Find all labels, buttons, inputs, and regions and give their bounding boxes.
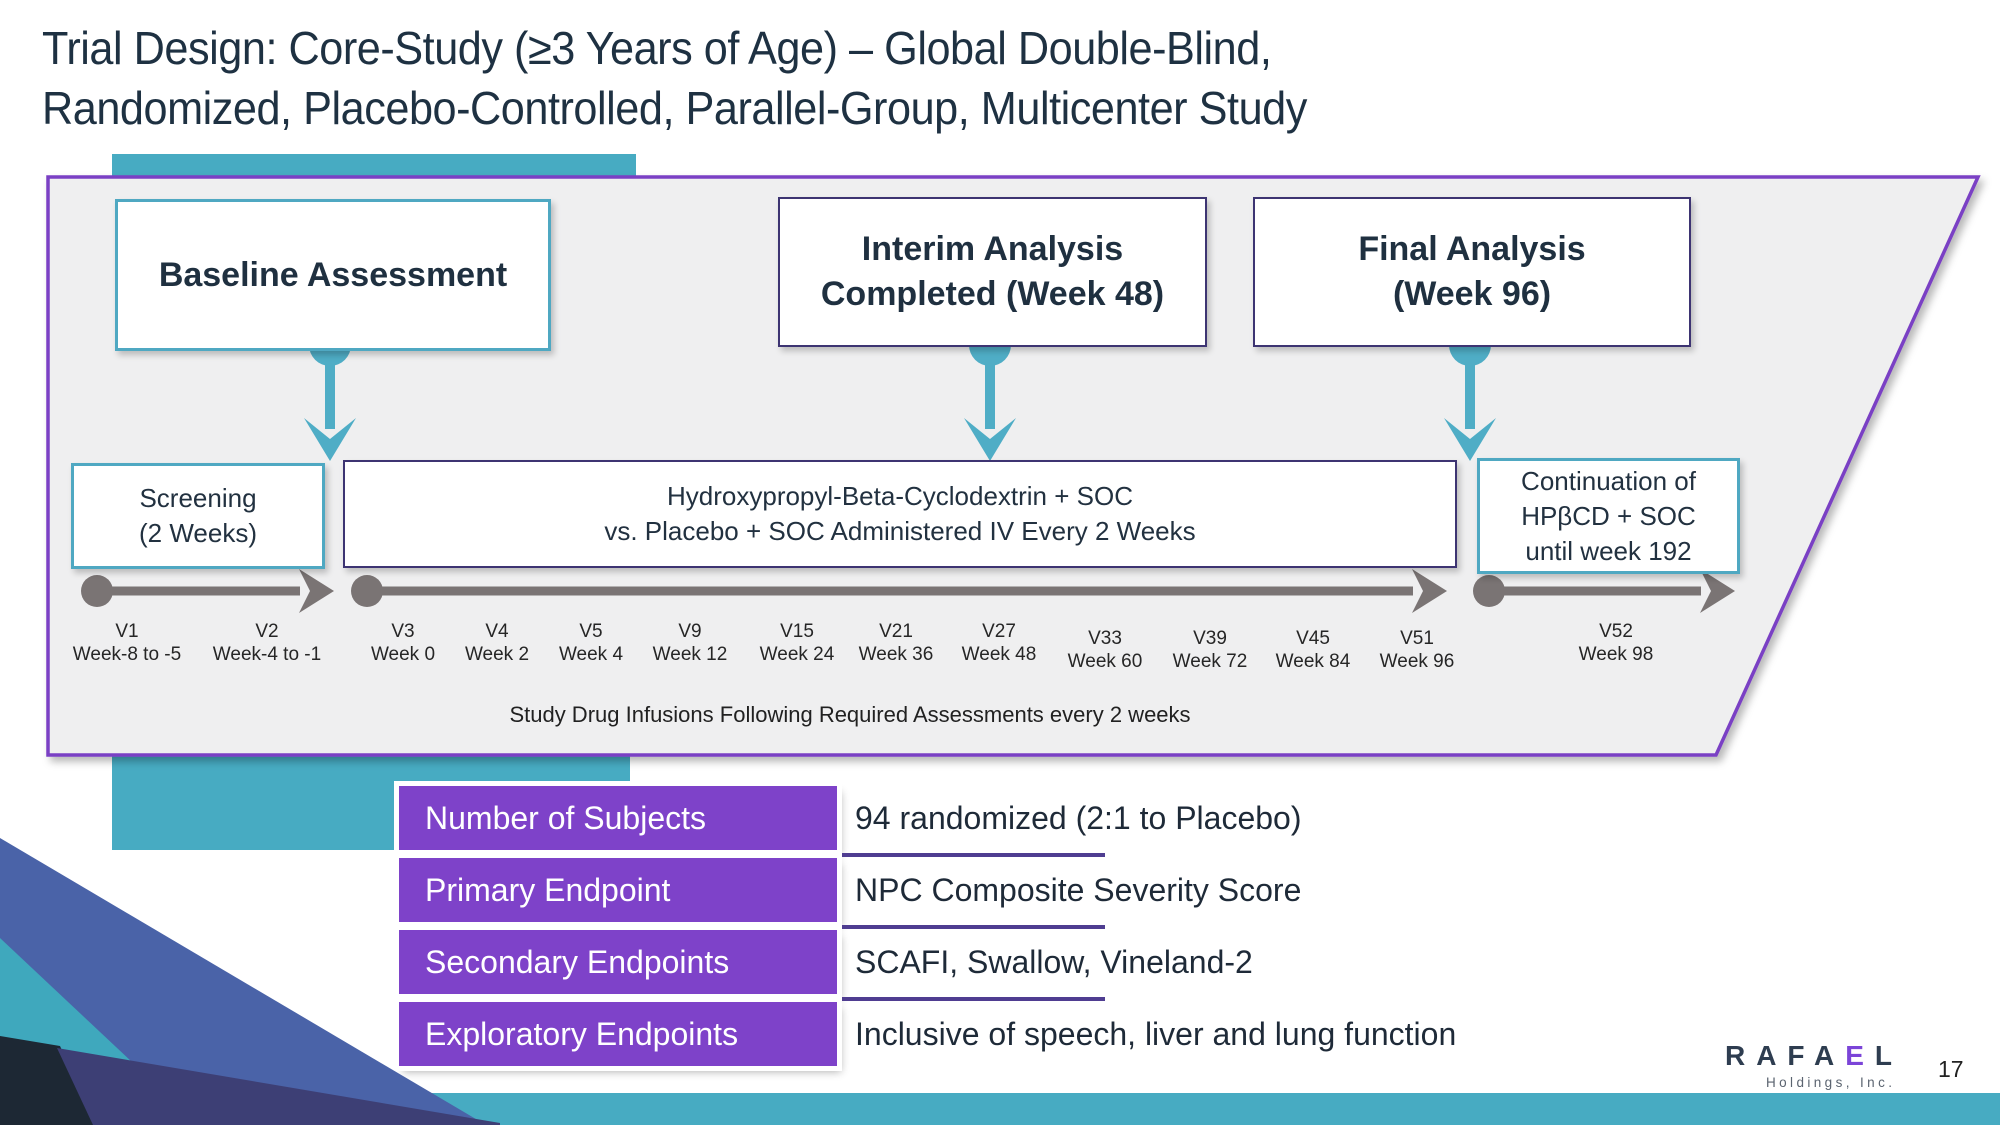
baseline-assessment-box: Baseline Assessment: [115, 199, 551, 351]
visit-label: V51 Week 96: [1337, 627, 1497, 673]
continuation-line3: until week 192: [1525, 535, 1692, 566]
visit-label: V52 Week 98: [1536, 620, 1696, 666]
visit-label: V1 Week-8 to -5: [47, 620, 207, 666]
visit-week: Week-4 to -1: [212, 644, 322, 665]
visit-number: V51: [1400, 628, 1434, 649]
visit-label: V45 Week 84: [1233, 627, 1393, 673]
screening-timeline-arrow: [81, 569, 334, 613]
continuation-line2: HPβCD + SOC: [1521, 500, 1696, 531]
page-number: 17: [1938, 1056, 1964, 1082]
visit-week: Week 84: [1275, 651, 1351, 672]
rafael-wordmark-suffix: L: [1874, 1040, 1903, 1071]
continuation-box: Continuation of HPβCD + SOC until week 1…: [1477, 458, 1740, 574]
rafael-wordmark-prefix: RAFA: [1724, 1040, 1846, 1071]
visit-week: Week 12: [652, 644, 728, 665]
treatment-timeline-arrow: [351, 569, 1447, 613]
table-row: Number of Subjects 94 randomized (2:1 to…: [399, 786, 1699, 857]
visit-label: V9 Week 12: [610, 620, 770, 666]
continuation-timeline-arrow: [1473, 569, 1735, 613]
visit-week: Week 98: [1578, 644, 1654, 665]
visit-label: V15 Week 24: [717, 620, 877, 666]
visit-label: V33 Week 60: [1025, 627, 1185, 673]
visit-number: V2: [255, 621, 279, 642]
table-row-label: Primary Endpoint: [399, 858, 837, 922]
table-row-underline: [837, 925, 1105, 929]
visit-week: Week 36: [858, 644, 934, 665]
visit-number: V45: [1296, 628, 1330, 649]
visit-number: V39: [1193, 628, 1227, 649]
visit-week: Week 24: [759, 644, 835, 665]
table-row-underline: [837, 853, 1105, 857]
table-row-value: SCAFI, Swallow, Vineland-2: [855, 944, 1253, 980]
table-row-value: NPC Composite Severity Score: [855, 872, 1302, 908]
visit-week: Week 60: [1067, 651, 1143, 672]
rafael-holdings-subtitle: Holdings, Inc.: [1765, 1075, 1896, 1090]
visit-week: Week 2: [464, 644, 530, 665]
visit-week: Week 48: [961, 644, 1037, 665]
slide-title-line2: Randomized, Placebo-Controlled, Parallel…: [42, 82, 1307, 134]
visit-number: V5: [579, 621, 603, 642]
treatment-line1: Hydroxypropyl-Beta-Cyclodextrin + SOC: [667, 481, 1133, 511]
timeline-arrows: [81, 569, 1735, 613]
visit-week: Week 4: [558, 644, 624, 665]
interim-analysis-box: Interim Analysis Completed (Week 48): [778, 197, 1207, 347]
table-row-value: 94 randomized (2:1 to Placebo): [855, 800, 1302, 836]
rafael-wordmark-e: E: [1845, 1040, 1875, 1071]
table-row: Primary Endpoint NPC Composite Severity …: [399, 858, 1699, 929]
table-row-underline: [837, 997, 1105, 1001]
slide-title: Trial Design: Core-Study (≥3 Years of Ag…: [42, 18, 1546, 138]
visit-label: V5 Week 4: [511, 620, 671, 666]
teal-accent-top: [112, 154, 636, 184]
visit-number: V9: [678, 621, 702, 642]
table-row-value: Inclusive of speech, liver and lung func…: [855, 1016, 1457, 1052]
screening-line2: (2 Weeks): [139, 518, 257, 548]
final-analysis-box: Final Analysis (Week 96): [1253, 197, 1691, 347]
visit-label: V21 Week 36: [816, 620, 976, 666]
interim-analysis-line1: Interim Analysis: [861, 230, 1124, 268]
visit-label: V39 Week 72: [1130, 627, 1290, 673]
visit-number: V21: [879, 621, 913, 642]
endpoint-table: Number of Subjects 94 randomized (2:1 to…: [399, 786, 1699, 1074]
screening-box: Screening (2 Weeks): [71, 463, 325, 569]
visit-number: V27: [982, 621, 1016, 642]
table-row: Secondary Endpoints SCAFI, Swallow, Vine…: [399, 930, 1699, 1001]
treatment-box: Hydroxypropyl-Beta-Cyclodextrin + SOC vs…: [343, 460, 1457, 568]
baseline-assessment-label: Baseline Assessment: [158, 255, 508, 294]
visit-week: Week-8 to -5: [72, 644, 182, 665]
final-analysis-line2: (Week 96): [1392, 275, 1552, 313]
continuation-line1: Continuation of: [1521, 465, 1696, 496]
visit-label: V27 Week 48: [919, 620, 1079, 666]
visit-number: V52: [1599, 621, 1633, 642]
visit-number: V3: [391, 621, 415, 642]
visit-week: Week 72: [1172, 651, 1248, 672]
visit-label: V4 Week 2: [417, 620, 577, 666]
visit-week: Week 96: [1379, 651, 1455, 672]
visit-number: V4: [485, 621, 509, 642]
screening-line1: Screening: [139, 483, 257, 513]
treatment-line2: vs. Placebo + SOC Administered IV Every …: [604, 516, 1196, 546]
table-row-label: Exploratory Endpoints: [399, 1002, 837, 1066]
visit-label: V2 Week-4 to -1: [187, 620, 347, 666]
slide-title-line1: Trial Design: Core-Study (≥3 Years of Ag…: [42, 22, 1272, 74]
final-analysis-line1: Final Analysis: [1358, 230, 1586, 268]
visit-number: V33: [1088, 628, 1122, 649]
table-row: Exploratory Endpoints Inclusive of speec…: [399, 1002, 1699, 1066]
visit-number: V15: [780, 621, 814, 642]
table-row-label: Secondary Endpoints: [399, 930, 837, 994]
infusion-note: Study Drug Infusions Following Required …: [509, 702, 1191, 727]
rafael-holdings-logo: RAFAEL Holdings, Inc.: [1702, 1040, 1892, 1090]
visit-number: V1: [115, 621, 139, 642]
rafael-wordmark: RAFAEL: [1702, 1040, 1903, 1072]
visit-week: Week 0: [370, 644, 436, 665]
table-row-label: Number of Subjects: [399, 786, 837, 850]
visit-label: V3 Week 0: [323, 620, 483, 666]
interim-analysis-line2: Completed (Week 48): [820, 275, 1165, 313]
